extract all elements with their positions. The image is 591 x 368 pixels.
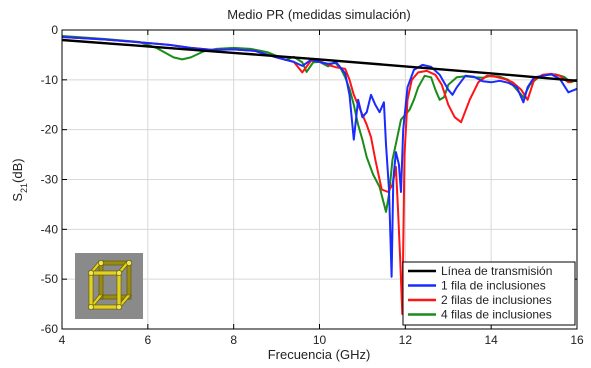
x-tick-label: 8 <box>230 333 237 347</box>
x-tick-label: 6 <box>144 333 151 347</box>
legend-label: 4 filas de inclusiones <box>441 308 552 322</box>
x-tick-label: 14 <box>484 333 498 347</box>
series-line-1 <box>61 38 578 82</box>
x-tick-label: 10 <box>313 333 327 347</box>
legend-label: Línea de transmisión <box>441 264 552 278</box>
inset-cube-image <box>75 253 143 319</box>
inset-bar <box>88 270 94 310</box>
x-tick-label: 16 <box>570 333 584 347</box>
inset-bar <box>116 270 122 310</box>
inset-bar <box>98 260 104 300</box>
y-tick-label: -20 <box>41 123 59 137</box>
y-axis-label-sub: 21 <box>19 183 29 193</box>
inset-joint <box>98 260 104 266</box>
inset-bar <box>126 260 132 300</box>
series-line-2 <box>61 36 578 278</box>
inset-joint <box>126 260 132 266</box>
inset-joint <box>88 270 94 276</box>
y-axis-label-rest: (dB) <box>10 158 25 183</box>
chart-title: Medio PR (medidas simulación) <box>227 7 411 22</box>
y-axis-label: S21(dB) <box>10 158 29 201</box>
y-tick-label: -40 <box>41 222 59 236</box>
inset-joint <box>88 304 94 310</box>
y-tick-label: -50 <box>41 272 59 286</box>
inset-joint <box>116 304 122 310</box>
x-tick-label: 4 <box>59 333 66 347</box>
inset-joint <box>116 270 122 276</box>
legend-label: 1 fila de inclusiones <box>441 279 546 293</box>
legend-label: 2 filas de inclusiones <box>441 293 552 307</box>
series-layer <box>61 35 578 316</box>
y-tick-label: -60 <box>41 322 59 336</box>
y-axis-label-main: S <box>10 193 25 202</box>
x-tick-label: 12 <box>399 333 413 347</box>
y-tick-label: 0 <box>51 23 58 37</box>
x-axis-label: Frecuencia (GHz) <box>268 347 371 362</box>
y-tick-label: -10 <box>41 73 59 87</box>
tick-layer: 4 6 8 10 12 14 16 -60 -50 -40 -30 -20 -10 0 <box>41 23 584 347</box>
y-tick-label: -30 <box>41 173 59 187</box>
